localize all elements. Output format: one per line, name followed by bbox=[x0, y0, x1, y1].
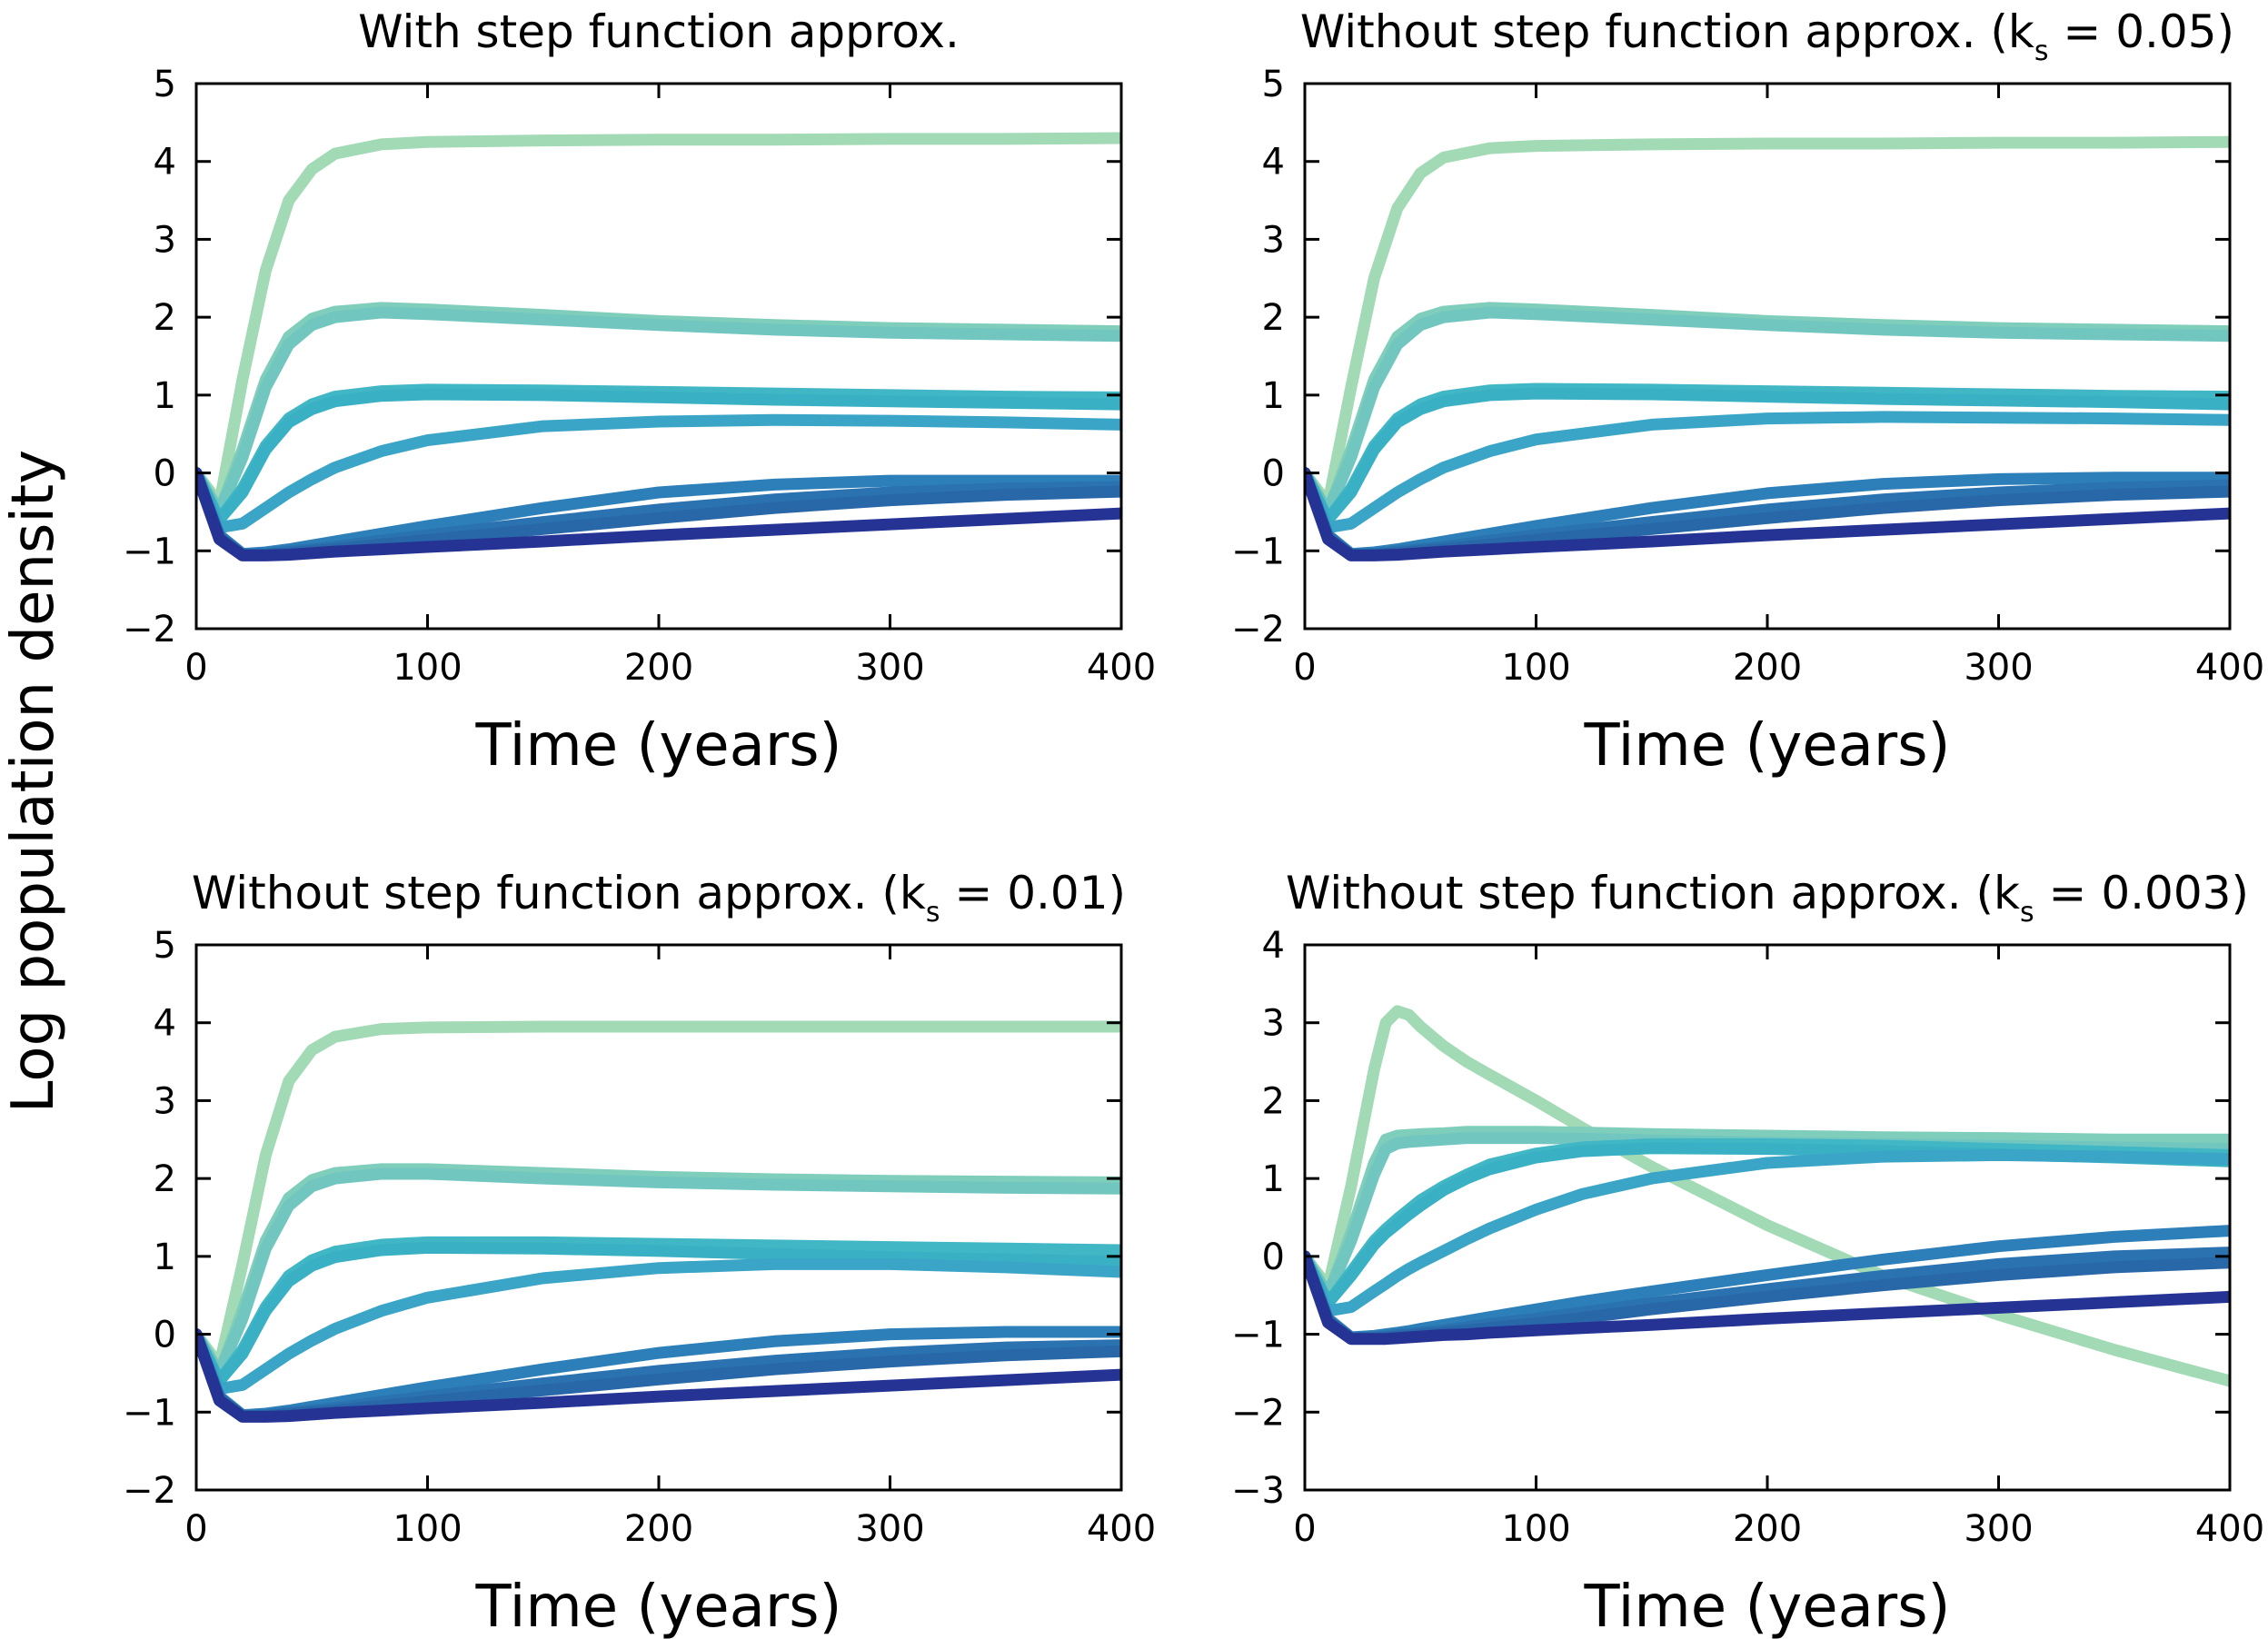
plot-frame bbox=[1303, 943, 2232, 1492]
x-tick-label: 200 bbox=[624, 647, 693, 689]
x-axis-label: Time (years) bbox=[1583, 712, 1950, 780]
y-tick-label: 2 bbox=[1262, 1080, 1285, 1122]
y-tick-label: 3 bbox=[1262, 1003, 1285, 1045]
series-line-3 bbox=[196, 1167, 1121, 1379]
x-axis-label: Time (years) bbox=[1583, 1574, 1950, 1639]
y-tick-label: 1 bbox=[1262, 1158, 1285, 1200]
series-line-1 bbox=[1305, 135, 2230, 511]
y-tick-label: −2 bbox=[1231, 609, 1285, 651]
y-tick-label: −1 bbox=[1231, 1315, 1285, 1356]
series-line-10 bbox=[196, 1328, 1121, 1423]
y-tick-label: 5 bbox=[154, 64, 176, 105]
y-tick-label: 0 bbox=[154, 1315, 176, 1356]
x-tick-label: 100 bbox=[393, 1508, 462, 1550]
series-line-6 bbox=[1305, 411, 2230, 534]
x-tick-label: 200 bbox=[624, 1508, 693, 1550]
x-tick-label: 400 bbox=[1087, 647, 1156, 689]
series-group bbox=[196, 132, 1121, 561]
x-tick-label: 300 bbox=[1964, 647, 2033, 689]
y-tick-label: 4 bbox=[154, 142, 176, 184]
x-tick-label: 300 bbox=[1964, 1508, 2033, 1550]
x-tick-label: 300 bbox=[855, 647, 924, 689]
chart-title: Without step function approx. (ks = 0.00… bbox=[1286, 867, 2249, 929]
series-line-6 bbox=[196, 413, 1121, 534]
y-tick-label: 2 bbox=[154, 297, 176, 339]
series-line-6 bbox=[196, 1257, 1121, 1396]
series-line-6 bbox=[1305, 1148, 2230, 1317]
y-tick-label: 3 bbox=[1262, 219, 1285, 261]
chart-title: Without step function approx. (ks = 0.01… bbox=[192, 867, 1126, 929]
y-tick-label: 1 bbox=[1262, 375, 1285, 417]
y-tick-label: 2 bbox=[1262, 297, 1285, 339]
chart-title: With step function approx. bbox=[358, 5, 960, 58]
series-line-10 bbox=[1305, 1250, 2230, 1346]
y-tick-label: 4 bbox=[154, 1003, 176, 1045]
x-tick-label: 400 bbox=[2195, 1508, 2264, 1550]
series-group bbox=[1305, 1005, 2230, 1387]
series-line-3 bbox=[196, 306, 1121, 518]
y-tick-label: −2 bbox=[123, 609, 176, 651]
series-line-3 bbox=[1305, 306, 2230, 518]
y-tick-label: 0 bbox=[1262, 1237, 1285, 1278]
chart-panel-1: 0 100 200 300 400 −2 −1 0 1 2 3 4 5 Time (years) With … bbox=[123, 5, 1156, 780]
x-tick-label: 0 bbox=[1293, 1508, 1316, 1550]
chart-panel-4: 0 100 200 300 400 −3 −2 −1 0 1 2 3 4 Time (years) With… bbox=[1231, 867, 2264, 1639]
series-line-5 bbox=[1305, 387, 2230, 526]
x-axis-label: Time (years) bbox=[474, 712, 841, 780]
y-tick-label: 4 bbox=[1262, 925, 1285, 967]
y-tick-label: 5 bbox=[1262, 64, 1285, 105]
chart-title: Without step function approx. (ks = 0.05… bbox=[1300, 5, 2234, 67]
chart-panel-3: 0 100 200 300 400 −2 −1 0 1 2 3 4 5 Time (years) Witho… bbox=[123, 867, 1156, 1639]
series-group bbox=[196, 1020, 1121, 1423]
y-tick-label: −1 bbox=[123, 1392, 176, 1434]
y-tick-label: 0 bbox=[1262, 453, 1285, 495]
y-tick-label: 0 bbox=[154, 453, 176, 495]
x-tick-label: 100 bbox=[1501, 1508, 1570, 1550]
x-tick-label: 100 bbox=[393, 647, 462, 689]
series-line-5 bbox=[196, 1241, 1121, 1387]
y-tick-label: 1 bbox=[154, 1237, 176, 1278]
x-tick-label: 100 bbox=[1501, 647, 1570, 689]
y-tick-label: 4 bbox=[1262, 142, 1285, 184]
x-tick-label: 400 bbox=[1087, 1508, 1156, 1550]
series-line-5 bbox=[196, 388, 1121, 526]
y-tick-label: 3 bbox=[154, 1080, 176, 1122]
y-tick-label: 5 bbox=[154, 925, 176, 967]
chart-panel-2: 0 100 200 300 400 −2 −1 0 1 2 3 4 5 Time (years) Witho… bbox=[1231, 5, 2264, 780]
y-tick-label: 3 bbox=[154, 219, 176, 261]
y-tick-label: 1 bbox=[154, 375, 176, 417]
y-tick-label: −1 bbox=[123, 531, 176, 572]
series-group bbox=[1305, 135, 2230, 561]
y-axis-label: Log population density bbox=[0, 450, 67, 1113]
y-tick-label: −2 bbox=[123, 1470, 176, 1512]
y-tick-label: −1 bbox=[1231, 531, 1285, 572]
series-line-1 bbox=[196, 1020, 1121, 1372]
x-tick-label: 300 bbox=[855, 1508, 924, 1550]
series-line-10 bbox=[1305, 467, 2230, 561]
x-axis-label: Time (years) bbox=[474, 1574, 841, 1639]
y-tick-label: −2 bbox=[1231, 1392, 1285, 1434]
x-tick-label: 200 bbox=[1733, 1508, 1802, 1550]
x-tick-label: 0 bbox=[184, 1508, 207, 1550]
y-tick-label: −3 bbox=[1231, 1470, 1285, 1512]
x-tick-label: 0 bbox=[1293, 647, 1316, 689]
series-line-1 bbox=[196, 132, 1121, 511]
x-tick-label: 0 bbox=[184, 647, 207, 689]
x-tick-label: 400 bbox=[2195, 647, 2264, 689]
x-tick-label: 200 bbox=[1733, 647, 1802, 689]
y-tick-label: 2 bbox=[154, 1158, 176, 1200]
series-line-10 bbox=[196, 467, 1121, 561]
